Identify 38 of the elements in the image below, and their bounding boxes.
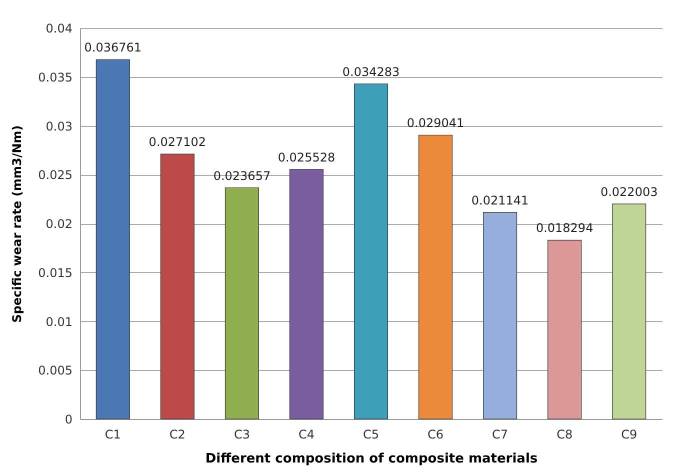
y-tick-label: 0.035 [38, 70, 72, 84]
data-label: 0.034283 [342, 64, 400, 79]
bar [160, 154, 194, 420]
x-axis-title: Different composition of composite materials [205, 452, 538, 466]
y-tick-label: 0.02 [46, 217, 72, 231]
y-tick-label: 0.025 [38, 168, 72, 182]
y-tick-label: 0.005 [38, 364, 72, 378]
y-tick-label: 0.01 [46, 314, 72, 329]
x-tick-label: C2 [169, 428, 186, 442]
bar [96, 59, 130, 420]
x-tick-label: C5 [362, 428, 380, 442]
x-tick-label: C3 [234, 428, 250, 442]
bar [418, 134, 453, 420]
y-tick-label: 0.03 [46, 119, 72, 134]
data-label: 0.029041 [406, 116, 464, 130]
x-tick-label: C6 [428, 428, 444, 442]
x-tick-label: C7 [492, 428, 508, 442]
bar [289, 169, 324, 420]
x-tick-label: C9 [621, 428, 638, 442]
data-label: 0.022003 [600, 184, 658, 199]
data-label: 0.023657 [213, 168, 271, 183]
data-label: 0.025528 [278, 150, 336, 164]
bar [612, 204, 646, 420]
y-tick-label: 0.015 [38, 266, 72, 280]
y-tick-label: 0 [64, 412, 72, 426]
y-tick-label: 0.04 [46, 22, 72, 36]
y-axis-title: Specific wear rate (mm3/Nm) [10, 125, 24, 323]
bar [224, 187, 259, 420]
data-label: 0.027102 [148, 135, 206, 150]
data-label: 0.021141 [471, 193, 529, 208]
bar [483, 212, 518, 420]
bar [548, 240, 582, 420]
bar [354, 84, 388, 420]
data-label: 0.036761 [84, 40, 142, 55]
x-tick-label: C8 [556, 428, 573, 442]
x-tick-label: C4 [298, 428, 314, 442]
x-tick-label: C1 [104, 428, 121, 442]
data-label: 0.018294 [536, 221, 594, 236]
